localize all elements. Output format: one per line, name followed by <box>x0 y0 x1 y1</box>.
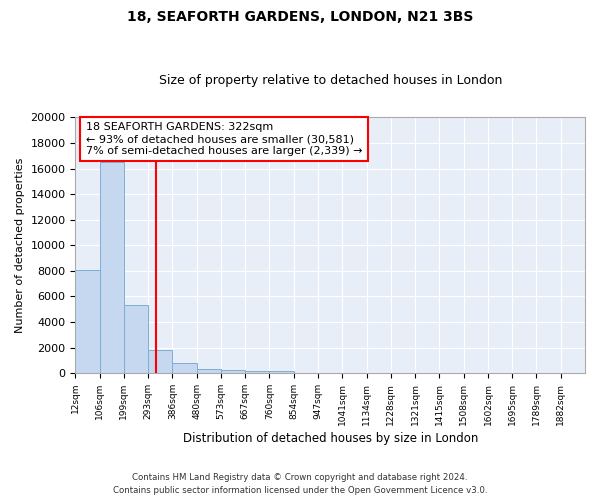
Bar <box>197 368 221 373</box>
Bar <box>269 370 294 373</box>
Bar <box>245 370 269 373</box>
Title: Size of property relative to detached houses in London: Size of property relative to detached ho… <box>158 74 502 87</box>
Text: 18 SEAFORTH GARDENS: 322sqm
← 93% of detached houses are smaller (30,581)
7% of : 18 SEAFORTH GARDENS: 322sqm ← 93% of det… <box>86 122 362 156</box>
Text: 18, SEAFORTH GARDENS, LONDON, N21 3BS: 18, SEAFORTH GARDENS, LONDON, N21 3BS <box>127 10 473 24</box>
Text: Contains HM Land Registry data © Crown copyright and database right 2024.
Contai: Contains HM Land Registry data © Crown c… <box>113 474 487 495</box>
X-axis label: Distribution of detached houses by size in London: Distribution of detached houses by size … <box>182 432 478 445</box>
Bar <box>100 162 124 373</box>
Bar <box>172 363 197 373</box>
Bar <box>148 350 172 373</box>
Bar <box>221 370 245 373</box>
Bar <box>76 270 100 373</box>
Y-axis label: Number of detached properties: Number of detached properties <box>15 158 25 333</box>
Bar <box>124 306 148 373</box>
